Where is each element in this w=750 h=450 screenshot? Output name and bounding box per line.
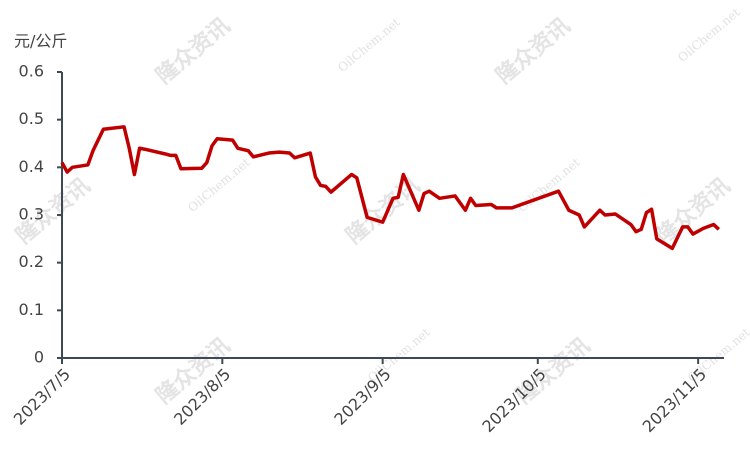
- y-tick-label: 0.4: [19, 157, 44, 176]
- y-tick-label: 0.3: [19, 205, 44, 224]
- x-tick-label: 2023/11/5: [639, 365, 710, 436]
- x-tick-label: 2023/7/5: [10, 365, 74, 429]
- x-tick-label: 2023/9/5: [330, 365, 394, 429]
- data-line: [60, 125, 721, 251]
- y-tick-label: 0: [34, 348, 44, 367]
- watermark: OilChem.net: [675, 5, 743, 65]
- y-tick-label: 0.6: [19, 62, 44, 81]
- watermark: OilChem.net: [515, 155, 583, 215]
- watermark: OilChem.net: [335, 15, 403, 75]
- watermark: 隆众资讯: [492, 13, 575, 89]
- y-tick-label: 0.2: [19, 252, 44, 271]
- x-tick-label: 2023/10/5: [478, 365, 549, 436]
- y-tick-label: 0.5: [19, 109, 44, 128]
- watermark: 隆众资讯: [652, 173, 735, 249]
- watermark: OilChem.net: [185, 155, 253, 215]
- watermark: 隆众资讯: [342, 173, 425, 249]
- y-tick-label: 0.1: [19, 300, 44, 319]
- y-axis-label: 元/公斤: [14, 32, 67, 51]
- watermark: 隆众资讯: [152, 13, 235, 89]
